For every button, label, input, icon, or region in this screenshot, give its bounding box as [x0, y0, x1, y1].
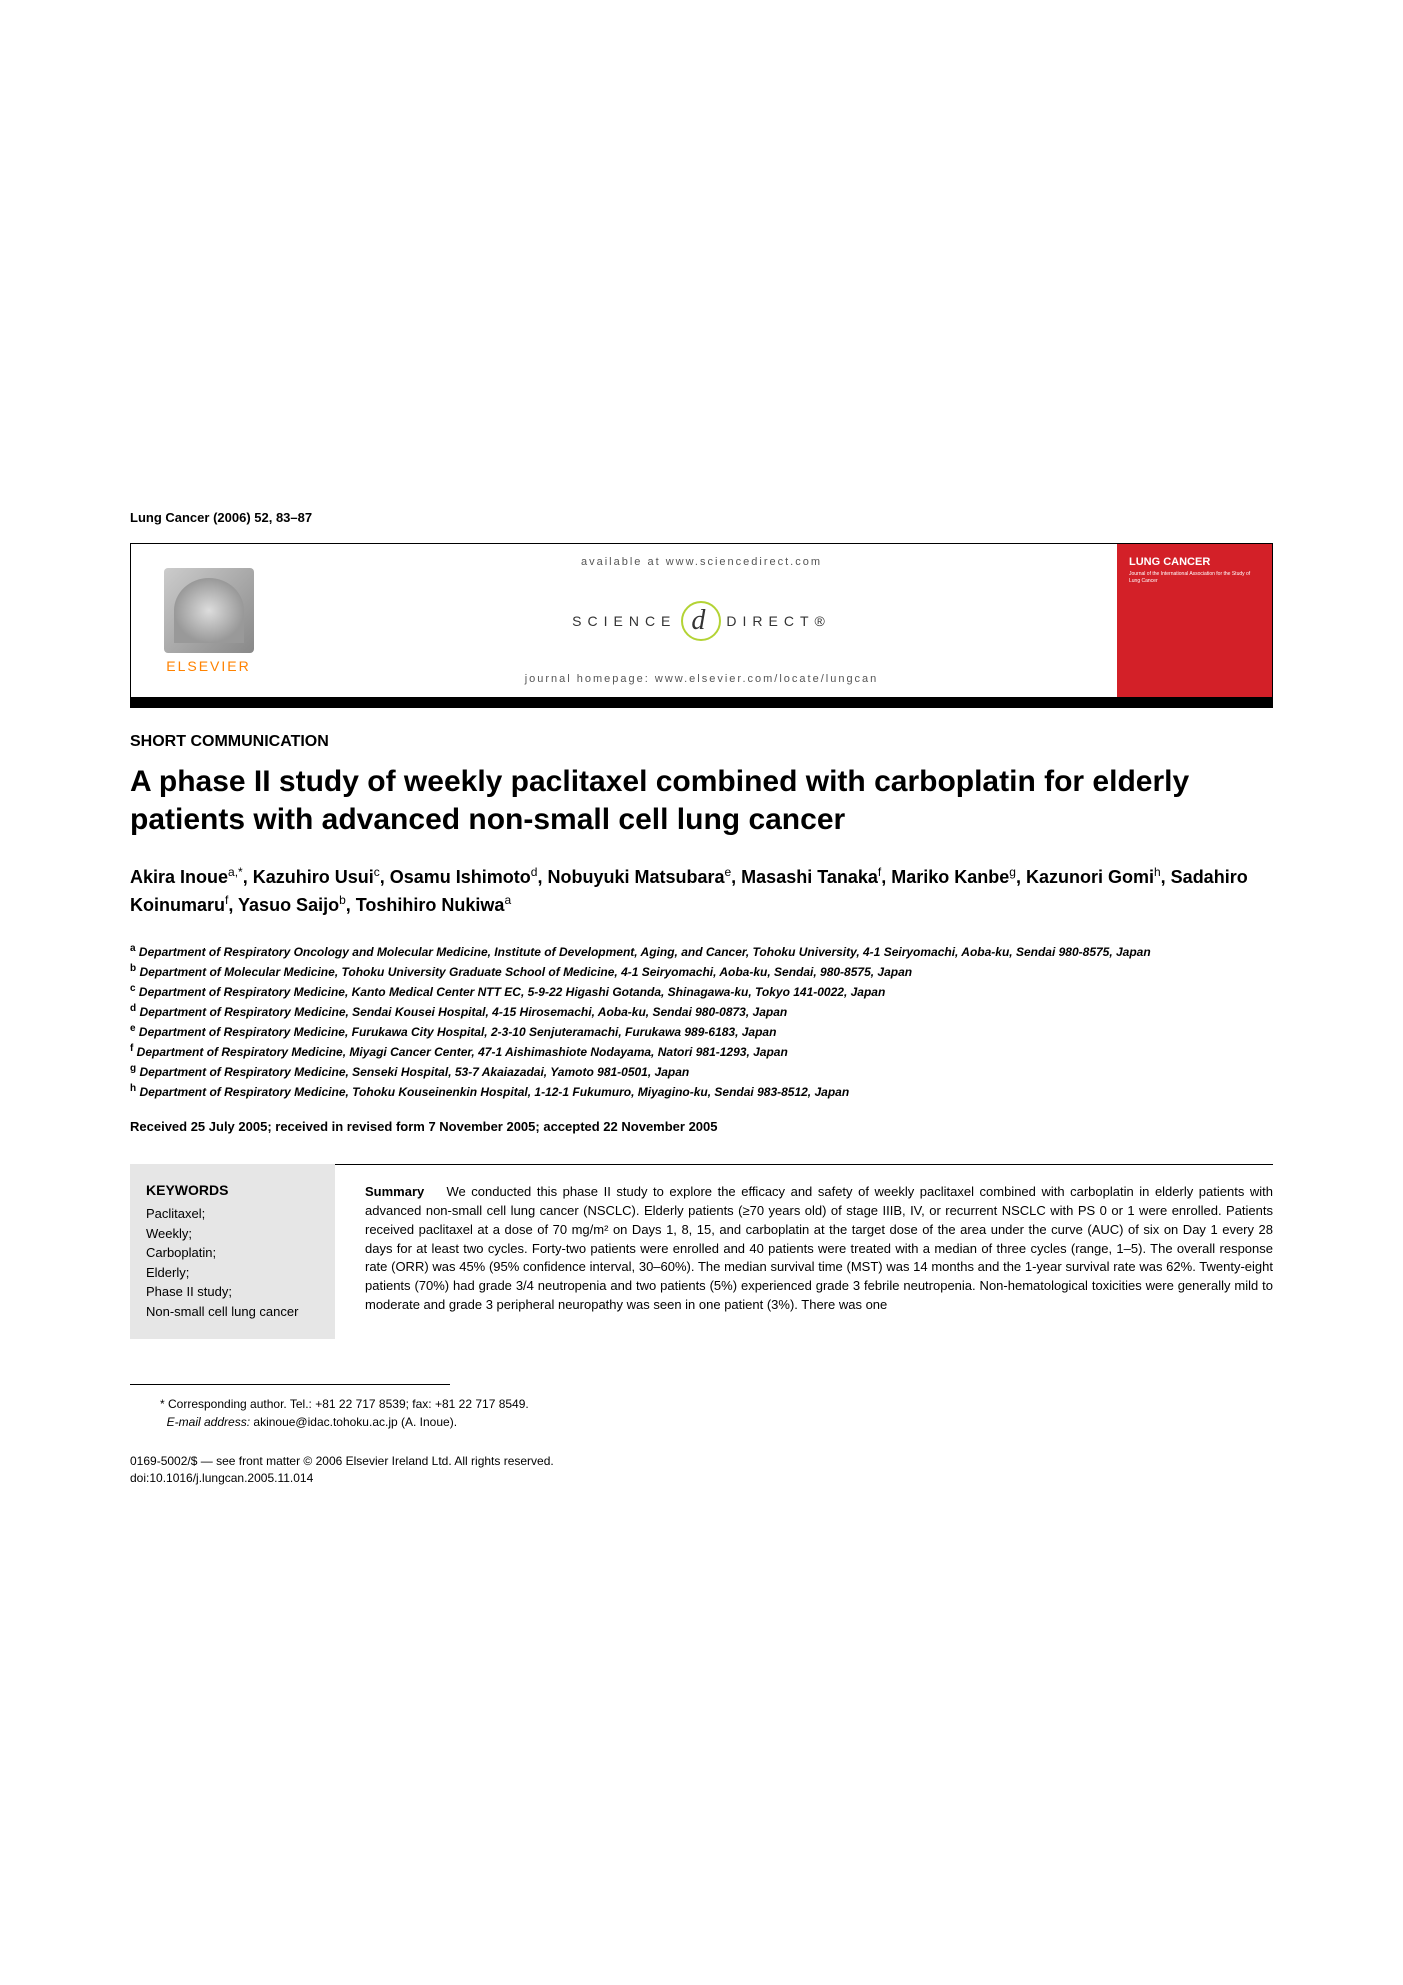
cover-title: LUNG CANCER: [1129, 556, 1260, 569]
journal-homepage-text: journal homepage: www.elsevier.com/locat…: [525, 673, 879, 685]
article-title: A phase II study of weekly paclitaxel co…: [130, 763, 1273, 838]
authors-list: Akira Inouea,*, Kazuhiro Usuic, Osamu Is…: [130, 863, 1273, 919]
journal-cover: LUNG CANCER Journal of the International…: [1117, 544, 1272, 697]
banner-center: available at www.sciencedirect.com SCIEN…: [286, 544, 1117, 697]
summary-text: Summary We conducted this phase II study…: [365, 1183, 1273, 1315]
cover-subtitle: Journal of the International Association…: [1129, 571, 1260, 584]
summary-column: Summary We conducted this phase II study…: [335, 1164, 1273, 1339]
keywords-list: Paclitaxel; Weekly; Carboplatin; Elderly…: [146, 1204, 319, 1321]
sd-text-right: DIRECT®: [726, 613, 830, 629]
elsevier-tree-icon: [164, 568, 254, 653]
available-at-text: available at www.sciencedirect.com: [581, 556, 822, 568]
doi-line: doi:10.1016/j.lungcan.2005.11.014: [130, 1470, 1273, 1487]
footer-separator: [130, 1384, 450, 1385]
header-banner: ELSEVIER available at www.sciencedirect.…: [130, 543, 1273, 698]
email-label: E-mail address:: [167, 1415, 250, 1429]
keywords-column: KEYWORDS Paclitaxel; Weekly; Carboplatin…: [130, 1164, 335, 1339]
corresponding-author: * Corresponding author. Tel.: +81 22 717…: [160, 1395, 1273, 1431]
sd-d-icon: d: [681, 601, 721, 641]
copyright-line1: 0169-5002/$ — see front matter © 2006 El…: [130, 1453, 1273, 1470]
elsevier-text: ELSEVIER: [166, 658, 250, 674]
affiliations-list: a Department of Respiratory Oncology and…: [130, 941, 1273, 1101]
journal-reference: Lung Cancer (2006) 52, 83–87: [130, 510, 1273, 525]
elsevier-logo-column: ELSEVIER: [131, 544, 286, 697]
copyright-block: 0169-5002/$ — see front matter © 2006 El…: [130, 1453, 1273, 1487]
email-value: akinoue@idac.tohoku.ac.jp (A. Inoue).: [253, 1415, 457, 1429]
sd-text-left: SCIENCE: [572, 613, 676, 629]
black-divider-bar: [130, 698, 1273, 708]
summary-body: We conducted this phase II study to expl…: [365, 1184, 1273, 1312]
corresponding-email-row: E-mail address: akinoue@idac.tohoku.ac.j…: [160, 1413, 1273, 1431]
science-direct-logo: SCIENCE d DIRECT®: [572, 601, 831, 641]
summary-label: Summary: [365, 1184, 424, 1199]
corresponding-line1: * Corresponding author. Tel.: +81 22 717…: [160, 1395, 1273, 1413]
section-type: SHORT COMMUNICATION: [130, 733, 1273, 751]
article-dates: Received 25 July 2005; received in revis…: [130, 1119, 1273, 1134]
abstract-box: KEYWORDS Paclitaxel; Weekly; Carboplatin…: [130, 1164, 1273, 1339]
article-page: Lung Cancer (2006) 52, 83–87 ELSEVIER av…: [0, 0, 1403, 1985]
keywords-heading: KEYWORDS: [146, 1182, 319, 1198]
